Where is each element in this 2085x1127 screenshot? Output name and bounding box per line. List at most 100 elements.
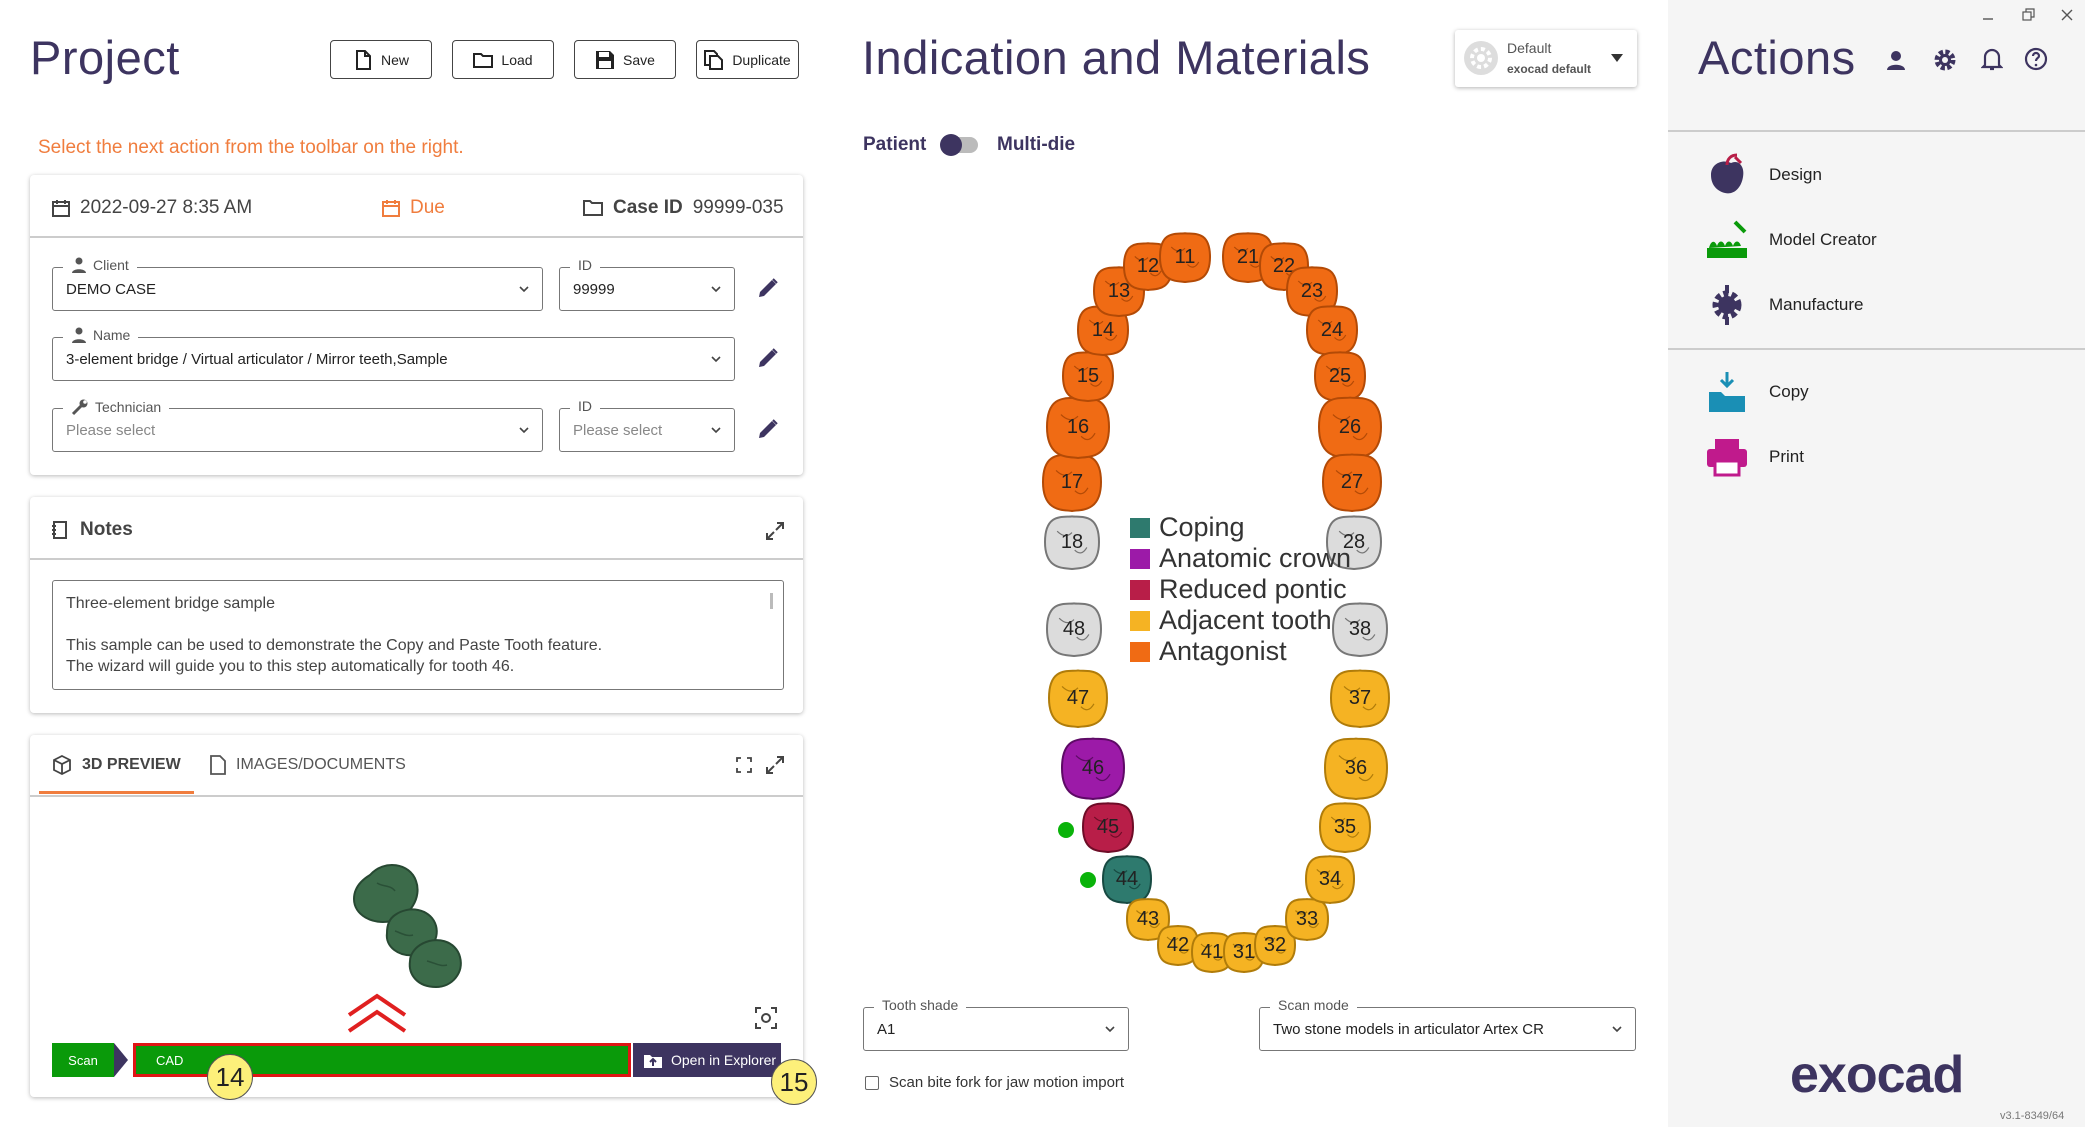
version-label: v3.1-8349/64 xyxy=(2000,1110,2065,1122)
notes-scrollbar[interactable] xyxy=(770,593,773,609)
tooth-label: 46 xyxy=(1082,757,1104,779)
preset-selector[interactable]: Default exocad default xyxy=(1455,30,1637,87)
bitefork-checkbox-row[interactable]: Scan bite fork for jaw motion import xyxy=(865,1074,1124,1091)
tooth-label: 28 xyxy=(1343,531,1365,553)
actions-title: Actions xyxy=(1698,31,1856,84)
action-design-label: Design xyxy=(1769,165,1822,184)
tooth-shade-select[interactable]: Tooth shade A1 xyxy=(863,997,1129,1051)
edit-technician-pencil-icon[interactable] xyxy=(756,417,780,441)
patient-multidie-toggle[interactable] xyxy=(940,134,978,156)
tooth-label: 34 xyxy=(1319,868,1341,890)
tooth-label: 48 xyxy=(1063,618,1085,640)
help-icon[interactable] xyxy=(2024,47,2048,71)
save-button[interactable]: Save xyxy=(574,40,676,79)
legend-swatch xyxy=(1130,641,1150,662)
tooth-44[interactable]: 44 xyxy=(1101,855,1153,905)
edit-client-pencil-icon[interactable] xyxy=(756,276,780,300)
tooth-47[interactable]: 47 xyxy=(1047,669,1109,729)
user-icon[interactable] xyxy=(1885,49,1907,71)
tooth-11[interactable]: 11 xyxy=(1158,232,1212,284)
tooth-24[interactable]: 24 xyxy=(1305,305,1359,357)
restore-icon[interactable] xyxy=(2022,8,2036,22)
client-label: Client xyxy=(63,257,137,273)
new-button[interactable]: New xyxy=(330,40,432,79)
scan-mode-select[interactable]: Scan mode Two stone models in articulato… xyxy=(1259,997,1636,1051)
tooth-14[interactable]: 14 xyxy=(1076,305,1130,357)
tab-3d-preview[interactable]: 3D PREVIEW xyxy=(52,755,181,775)
client-id-select[interactable]: ID 99999 xyxy=(559,257,735,311)
tooth-43[interactable]: 43 xyxy=(1125,898,1171,942)
tooth-28[interactable]: 28 xyxy=(1325,515,1383,571)
active-tab-indicator xyxy=(39,791,194,794)
open-in-explorer-button[interactable]: Open in Explorer xyxy=(633,1043,781,1077)
technician-id-select[interactable]: ID Please select xyxy=(559,398,735,452)
close-icon[interactable] xyxy=(2060,8,2074,22)
due-indicator[interactable]: Due xyxy=(382,197,445,219)
bitefork-checkbox[interactable] xyxy=(865,1075,879,1090)
name-select[interactable]: Name 3-element bridge / Virtual articula… xyxy=(52,327,735,381)
case-info-card: 2022-09-27 8:35 AM Due Case ID 99999-035… xyxy=(30,175,803,475)
bridge-3d-model[interactable] xyxy=(335,853,515,1003)
edit-name-pencil-icon[interactable] xyxy=(756,346,780,370)
duplicate-icon xyxy=(704,49,724,70)
caret-down-icon xyxy=(1611,54,1623,62)
tooth-36[interactable]: 36 xyxy=(1323,737,1389,801)
tooth-25[interactable]: 25 xyxy=(1313,351,1367,403)
action-copy[interactable]: Copy xyxy=(1705,370,1809,414)
legend-swatch xyxy=(1130,517,1150,538)
toggle-label-patient: Patient xyxy=(863,134,927,155)
tooth-label: 38 xyxy=(1349,618,1371,640)
notification-bell-icon[interactable] xyxy=(1981,47,2003,71)
callout-14: 14 xyxy=(207,1054,253,1100)
tooth-34[interactable]: 34 xyxy=(1304,855,1356,905)
tooth-chart[interactable]: 18 17 16 15 14 13 12 11 21 22 23 24 25 26 27 28 48 47 46 45… xyxy=(1000,180,1500,980)
tooth-38[interactable]: 38 xyxy=(1331,602,1389,658)
notes-line-1: Three-element bridge sample xyxy=(66,595,275,612)
tooth-label: 41 xyxy=(1201,941,1223,963)
screenshot-icon[interactable] xyxy=(755,1007,777,1029)
legend-swatch xyxy=(1130,548,1150,569)
fit-view-icon[interactable] xyxy=(736,757,752,773)
tooth-shade-value: A1 xyxy=(877,1020,896,1038)
bridge-connector-dot[interactable] xyxy=(1080,872,1096,888)
action-copy-label: Copy xyxy=(1769,382,1809,401)
technician-select[interactable]: Technician Please select xyxy=(52,398,543,452)
action-design[interactable]: Design xyxy=(1705,153,1822,197)
action-manufacture[interactable]: Manufacture xyxy=(1705,283,1864,327)
action-model-creator[interactable]: Model Creator xyxy=(1705,218,1877,262)
action-print[interactable]: Print xyxy=(1705,435,1804,479)
tooth-17[interactable]: 17 xyxy=(1041,453,1103,513)
tooth-18[interactable]: 18 xyxy=(1043,515,1101,571)
legend-label: Adjacent tooth xyxy=(1159,605,1332,635)
chevron-down-icon xyxy=(711,286,721,293)
tooth-33[interactable]: 33 xyxy=(1284,898,1330,942)
client-select[interactable]: Client DEMO CASE xyxy=(52,257,543,311)
workflow-step-scan[interactable]: Scan xyxy=(52,1043,114,1077)
bridge-connector-dot[interactable] xyxy=(1058,822,1074,838)
tooth-46[interactable]: 46 xyxy=(1060,737,1126,801)
tab-images-documents[interactable]: IMAGES/DOCUMENTS xyxy=(210,755,406,775)
load-button[interactable]: Load xyxy=(452,40,554,79)
tooth-15[interactable]: 15 xyxy=(1061,351,1115,403)
tooth-16[interactable]: 16 xyxy=(1045,396,1111,460)
tooth-23[interactable]: 23 xyxy=(1285,266,1339,318)
tooth-35[interactable]: 35 xyxy=(1318,802,1372,854)
indication-title: Indication and Materials xyxy=(862,31,1371,84)
chevron-down-icon xyxy=(1612,1026,1622,1033)
project-title: Project xyxy=(30,31,180,84)
minimize-icon[interactable] xyxy=(1982,10,1994,22)
tooth-26[interactable]: 26 xyxy=(1317,396,1383,460)
tooth-37[interactable]: 37 xyxy=(1329,669,1391,729)
tooth-45[interactable]: 45 xyxy=(1081,802,1135,854)
tooth-48[interactable]: 48 xyxy=(1045,602,1103,658)
notes-textarea[interactable]: Three-element bridge sample This sample … xyxy=(52,580,784,690)
tooth-42[interactable]: 42 xyxy=(1156,924,1200,967)
expand-icon[interactable] xyxy=(765,521,785,541)
expand-icon[interactable] xyxy=(765,755,785,775)
tooth-label: 37 xyxy=(1349,687,1371,709)
duplicate-button[interactable]: Duplicate xyxy=(696,40,799,79)
tooth-32[interactable]: 32 xyxy=(1253,924,1297,967)
chevron-down-icon xyxy=(711,356,721,363)
settings-gear-icon[interactable] xyxy=(1932,47,1958,73)
tooth-27[interactable]: 27 xyxy=(1321,453,1383,513)
